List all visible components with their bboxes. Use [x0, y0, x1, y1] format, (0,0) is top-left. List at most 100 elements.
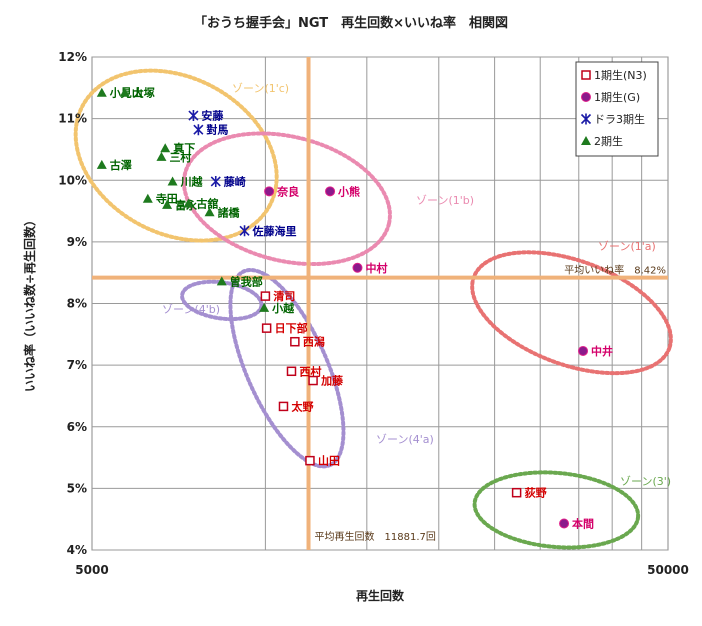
- point-label: 山田: [318, 454, 340, 468]
- avg-x-label: 平均再生回数 11881.7回: [315, 530, 436, 543]
- point-label: 曽我部: [230, 274, 263, 288]
- x-tick-label: 50000: [647, 563, 689, 577]
- point-label: 古澤: [110, 158, 132, 172]
- data-point: [511, 487, 522, 498]
- point-label: 中村: [365, 261, 387, 275]
- point-label: 西村: [299, 364, 321, 378]
- asterisk-strokes: [193, 124, 204, 136]
- zone-ellipse: [228, 268, 346, 469]
- legend-marker: [581, 136, 591, 145]
- y-tick-label: 7%: [67, 358, 87, 372]
- data-point: [156, 151, 167, 161]
- zone-ellipse: [73, 68, 279, 243]
- data-point: [290, 336, 300, 347]
- legend-label: ドラ3期生: [594, 112, 645, 126]
- point-label: 荻野: [525, 486, 547, 500]
- point-label: 西潟: [303, 335, 325, 349]
- zone-ellipse: [181, 131, 392, 267]
- legend-label: 1期生(G): [594, 90, 640, 104]
- zone-ellipse: [472, 470, 641, 550]
- point-label: 大塚: [133, 86, 155, 100]
- y-tick-label: 11%: [58, 112, 87, 126]
- data-point: [160, 143, 171, 153]
- point-label: 奈良: [276, 184, 299, 198]
- point-label: 古舘: [196, 197, 218, 211]
- point-label: 安藤: [201, 109, 224, 123]
- axis-ticks: 4% 5% 6% 7% 8% 9% 10% 11% 12% 5000 50000: [58, 50, 689, 577]
- data-point: [210, 175, 221, 187]
- point-label: 中井: [591, 344, 613, 358]
- y-tick-label: 9%: [67, 235, 87, 249]
- data-point: [559, 518, 570, 529]
- data-point: [204, 207, 215, 217]
- data-point: [183, 198, 194, 208]
- y-tick-label: 6%: [67, 420, 87, 434]
- point-label: 川越: [180, 174, 204, 188]
- legend-label: 1期生(N3): [594, 68, 647, 82]
- data-point: [193, 124, 204, 136]
- zone-label: ゾーン(1'b): [416, 194, 474, 207]
- point-label: 三村: [169, 150, 191, 164]
- asterisk-strokes: [580, 113, 592, 125]
- avg-y-label: 平均いいね率 8.42%: [564, 264, 666, 277]
- y-tick-label: 4%: [67, 543, 87, 557]
- y-tick-label: 10%: [58, 173, 87, 187]
- point-label: 加藤: [320, 374, 344, 388]
- legend-marker: [581, 92, 591, 102]
- x-tick-label: 5000: [75, 563, 108, 577]
- asterisk-strokes: [188, 110, 199, 122]
- data-point: [259, 302, 270, 312]
- data-point: [308, 375, 318, 386]
- data-point: [216, 276, 227, 286]
- point-label: 真下: [173, 141, 195, 155]
- point-label: 小熊: [337, 184, 360, 198]
- zone-label: ゾーン(4'a): [376, 433, 434, 446]
- chart-title: 「おうち握手会」NGT 再生回数×いいね率 相関図: [194, 15, 508, 31]
- point-label: 諸橋: [218, 205, 241, 219]
- data-point: [96, 87, 107, 97]
- x-axis-label: 再生回数: [356, 588, 405, 603]
- data-point: [239, 225, 250, 237]
- point-label: 本間: [572, 517, 594, 531]
- point-label: 藤崎: [224, 174, 246, 188]
- legend: 1期生(N3) 1期生(G) ドラ3期生 2期生: [575, 61, 659, 157]
- data-point: [167, 176, 178, 186]
- data-point: [119, 87, 130, 97]
- zone-label: ゾーン(4'b): [162, 303, 220, 316]
- zone-label: ゾーン(3'): [620, 475, 671, 488]
- point-label: 寺田: [156, 192, 178, 206]
- point-label: 佐藤海里: [252, 224, 297, 238]
- point-label: 小越: [271, 301, 295, 315]
- y-tick-label: 12%: [58, 50, 87, 64]
- point-label: 太野: [290, 399, 313, 413]
- series-triangle: 小見山大塚真下三村古澤川越寺田富永古舘諸橋曽我部小越: [96, 86, 295, 315]
- data-point: [305, 455, 315, 466]
- legend-label: 2期生: [594, 134, 623, 148]
- y-axis-label: いいね率（いいね数÷再生回数）: [22, 214, 37, 392]
- data-point: [142, 193, 153, 203]
- data-point: [325, 186, 336, 197]
- data-point: [260, 291, 271, 301]
- asterisk-strokes: [210, 175, 221, 187]
- data-point: [261, 323, 272, 333]
- data-point: [96, 159, 107, 169]
- point-label: 對馬: [206, 123, 228, 137]
- data-point: [286, 366, 297, 377]
- data-point: [264, 186, 275, 197]
- data-point: [278, 401, 289, 412]
- legend-marker: [580, 113, 592, 125]
- point-label: 清司: [273, 289, 295, 303]
- legend-items: 1期生(N3) 1期生(G) ドラ3期生 2期生: [580, 68, 647, 148]
- data-point: [352, 262, 363, 273]
- zone-label: ゾーン(1'c): [232, 82, 289, 95]
- data-point: [578, 345, 589, 356]
- y-tick-label: 8%: [67, 297, 87, 311]
- point-label: 日下部: [275, 321, 308, 335]
- data-point: [188, 110, 199, 122]
- legend-marker: [581, 70, 591, 80]
- asterisk-strokes: [239, 225, 250, 237]
